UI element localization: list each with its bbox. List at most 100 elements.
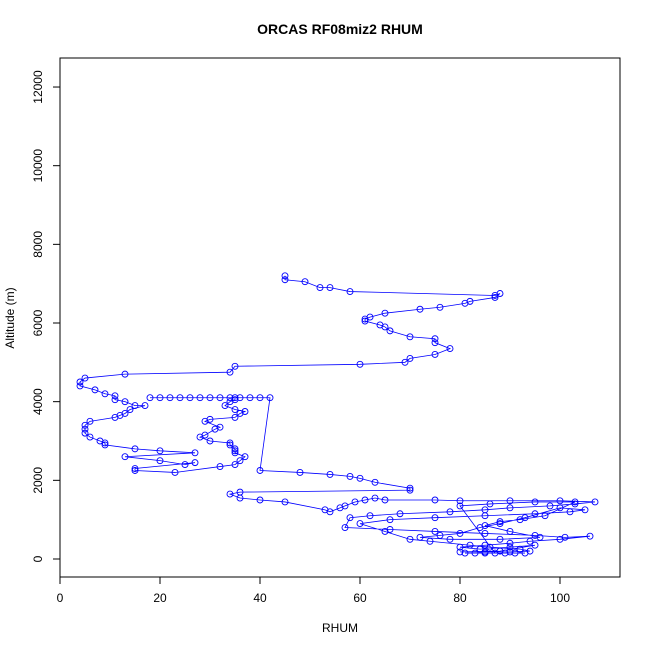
- data-point: [356, 474, 364, 482]
- y-tick-label: 2000: [31, 467, 45, 494]
- data-point: [556, 535, 564, 543]
- data-point: [481, 529, 489, 537]
- y-tick-label: 0: [31, 555, 45, 562]
- data-point: [571, 500, 579, 508]
- data-point: [456, 502, 464, 510]
- data-point: [246, 394, 254, 402]
- data-point: [341, 524, 349, 531]
- data-point: [381, 496, 389, 504]
- data-point: [121, 398, 129, 406]
- data-point: [121, 453, 129, 461]
- data-point: [501, 549, 509, 557]
- data-point: [226, 394, 234, 402]
- data-point: [281, 272, 289, 280]
- data-point: [111, 392, 119, 400]
- data-point: [231, 447, 239, 455]
- data-point: [556, 497, 564, 505]
- data-point: [456, 529, 464, 537]
- data-point: [201, 431, 209, 439]
- data-point: [396, 510, 404, 518]
- data-point: [401, 358, 409, 366]
- data-point: [431, 339, 439, 347]
- data-point: [81, 421, 89, 429]
- data-point: [256, 496, 264, 504]
- data-point: [506, 543, 514, 551]
- data-point: [456, 543, 464, 551]
- data-point: [131, 445, 139, 453]
- data-point: [166, 394, 174, 402]
- data-point: [226, 490, 234, 498]
- data-point: [341, 502, 349, 510]
- data-point: [181, 461, 189, 469]
- data-point: [431, 514, 439, 522]
- data-point: [361, 496, 369, 504]
- data-point: [296, 469, 304, 476]
- data-point: [101, 439, 109, 447]
- data-point: [491, 549, 499, 557]
- data-point: [481, 522, 489, 530]
- data-point: [266, 394, 274, 402]
- data-point: [506, 497, 514, 505]
- data-point: [346, 288, 354, 295]
- y-tick-label: 4000: [31, 388, 45, 415]
- data-point: [126, 406, 134, 413]
- data-point: [456, 497, 464, 505]
- data-point: [486, 543, 494, 551]
- y-tick-label: 8000: [31, 231, 45, 258]
- data-point: [591, 498, 599, 506]
- data-point: [191, 459, 199, 467]
- data-point: [101, 390, 109, 398]
- data-point: [216, 423, 224, 431]
- data-point: [156, 447, 164, 455]
- data-point: [256, 467, 264, 474]
- data-point: [206, 437, 214, 445]
- data-point: [571, 498, 579, 506]
- data-point: [386, 327, 394, 335]
- data-point: [461, 549, 469, 557]
- data-point: [351, 498, 359, 506]
- data-point: [381, 309, 389, 317]
- data-point: [326, 284, 334, 292]
- data-point: [406, 484, 414, 492]
- data-point: [491, 293, 499, 301]
- data-point: [446, 345, 454, 353]
- data-point: [76, 378, 84, 386]
- data-point: [206, 415, 214, 423]
- data-point: [531, 498, 539, 506]
- data-point: [231, 445, 239, 453]
- data-point: [281, 498, 289, 506]
- data-point: [236, 394, 244, 402]
- data-point: [516, 545, 524, 553]
- data-point: [316, 284, 324, 292]
- data-point: [186, 394, 194, 402]
- x-axis-label: RHUM: [322, 621, 358, 635]
- data-point: [131, 467, 139, 474]
- x-tick-label: 80: [453, 591, 467, 605]
- data-point: [431, 351, 439, 358]
- data-point: [346, 472, 354, 480]
- data-point: [506, 528, 514, 535]
- data-point: [121, 370, 129, 378]
- data-point: [546, 502, 554, 510]
- y-tick-label: 6000: [31, 309, 45, 336]
- data-point: [131, 402, 139, 410]
- data-point: [541, 512, 549, 520]
- data-point: [221, 402, 229, 410]
- data-line: [79, 275, 596, 554]
- data-point: [216, 463, 224, 471]
- data-point: [436, 303, 444, 311]
- data-point: [496, 290, 504, 297]
- data-point: [91, 386, 99, 394]
- data-point: [81, 425, 89, 433]
- data-point: [111, 413, 119, 421]
- data-point: [381, 528, 389, 535]
- data-point: [446, 508, 454, 516]
- x-tick-label: 40: [253, 591, 267, 605]
- data-point: [346, 514, 354, 522]
- data-point: [236, 457, 244, 465]
- data-point: [156, 394, 164, 402]
- data-point: [231, 406, 239, 413]
- data-point: [536, 533, 544, 541]
- data-point: [191, 449, 199, 457]
- data-point: [356, 360, 364, 368]
